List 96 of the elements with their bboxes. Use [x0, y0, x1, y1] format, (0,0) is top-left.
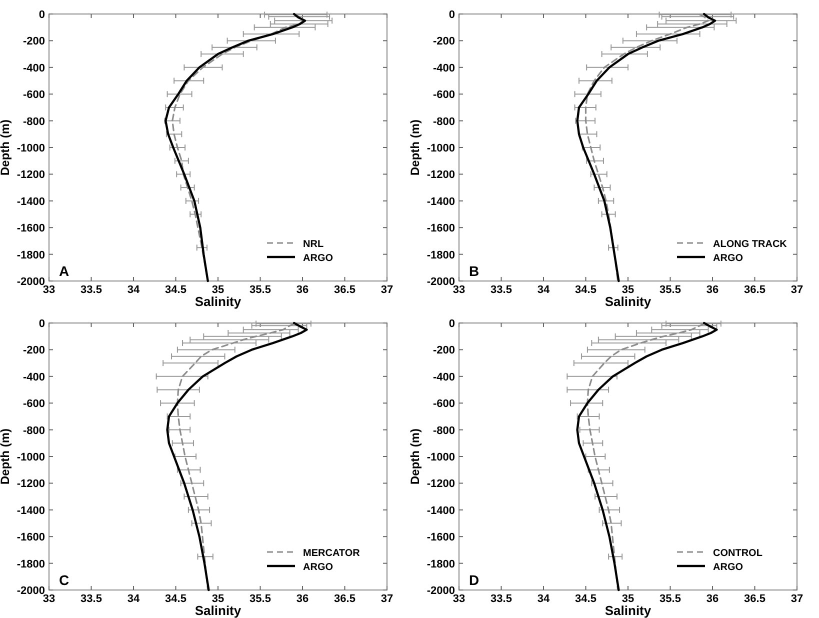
- y-tick-label: -1000: [426, 142, 455, 154]
- y-tick-label: -400: [22, 62, 45, 74]
- y-tick-label: -400: [432, 371, 455, 384]
- x-tick-label: 35.5: [660, 593, 681, 605]
- x-tick-label: 36.5: [744, 593, 766, 605]
- y-tick-label: -200: [432, 36, 455, 48]
- x-tick-label: 35.5: [250, 593, 271, 605]
- y-tick-label: -800: [432, 424, 455, 437]
- x-tick-label: 34: [127, 284, 140, 296]
- x-tick-label: 33.5: [80, 284, 102, 296]
- x-tick-label: 36.5: [334, 593, 356, 605]
- annotation: C: [59, 572, 70, 588]
- legend-label: ALONG TRACK: [713, 239, 788, 250]
- x-tick-label: 35: [212, 284, 224, 296]
- y-tick-label: 0: [448, 9, 455, 21]
- y-tick-label: -400: [22, 371, 45, 384]
- x-tick-label: 34.5: [165, 593, 186, 605]
- x-tick-label: 33.5: [490, 593, 512, 605]
- y-tick-label: 0: [38, 318, 45, 330]
- legend-label: CONTROL: [713, 548, 762, 559]
- annotation: A: [59, 263, 70, 279]
- y-tick-label: -600: [22, 89, 45, 102]
- x-tick-label: 36: [296, 284, 309, 296]
- y-tick-label: -1800: [426, 249, 455, 262]
- y-tick-label: -1400: [426, 504, 455, 517]
- y-tick-label: -1200: [16, 169, 45, 182]
- x-tick-label: 34.5: [575, 593, 596, 605]
- y-tick-label: -1000: [16, 142, 45, 154]
- legend-label: ARGO: [713, 253, 744, 264]
- x-tick-label: 36: [296, 593, 309, 605]
- y-tick-label: -1600: [16, 222, 45, 235]
- y-axis-title: Depth (m): [0, 120, 12, 176]
- y-tick-label: -400: [432, 62, 455, 74]
- x-tick-label: 37: [380, 284, 394, 296]
- y-tick-label: -1600: [426, 532, 455, 544]
- legend-label: NRL: [303, 239, 324, 250]
- y-tick-label: -1400: [16, 196, 45, 208]
- y-tick-label: -800: [432, 116, 455, 128]
- y-axis-title: Depth (m): [408, 120, 422, 176]
- annotation: D: [469, 572, 480, 588]
- x-tick-label: 34.5: [165, 284, 186, 296]
- legend-label: ARGO: [303, 253, 334, 264]
- x-tick-label: 33: [452, 284, 466, 296]
- x-tick-label: 34: [537, 284, 550, 296]
- y-tick-label: -1400: [426, 196, 455, 208]
- x-tick-label: 35.5: [250, 284, 271, 296]
- legend-label: ARGO: [713, 562, 744, 573]
- x-axis-title: Salinity: [604, 603, 652, 618]
- y-tick-label: -600: [432, 398, 455, 410]
- y-tick-label: -1600: [16, 532, 45, 544]
- annotation: B: [469, 263, 480, 279]
- legend-label: ARGO: [303, 562, 334, 573]
- y-tick-label: -600: [432, 89, 455, 102]
- x-tick-label: 36: [706, 284, 719, 296]
- x-tick-label: 36.5: [334, 284, 356, 296]
- y-tick-label: -200: [432, 344, 455, 357]
- y-tick-label: -800: [22, 116, 45, 128]
- y-tick-label: -600: [22, 398, 45, 410]
- y-tick-label: -200: [22, 36, 45, 48]
- x-tick-label: 33.5: [490, 284, 512, 296]
- x-tick-label: 35: [622, 284, 634, 296]
- x-tick-label: 34.5: [575, 284, 596, 296]
- y-tick-label: -1000: [16, 452, 45, 464]
- x-tick-label: 36.5: [744, 284, 766, 296]
- x-tick-label: 35: [212, 593, 224, 605]
- x-tick-label: 37: [790, 284, 804, 296]
- y-axis-title: Depth (m): [408, 428, 422, 484]
- y-tick-label: 0: [448, 318, 455, 330]
- x-tick-label: 33: [452, 593, 466, 605]
- y-tick-label: 0: [38, 9, 45, 21]
- x-tick-label: 35.5: [660, 284, 681, 296]
- y-tick-label: -1600: [426, 222, 455, 235]
- x-tick-label: 36: [706, 593, 719, 605]
- x-tick-label: 34: [127, 593, 140, 605]
- x-tick-label: 37: [790, 593, 804, 605]
- x-axis-title: Salinity: [194, 294, 242, 309]
- x-tick-label: 33: [42, 284, 56, 296]
- y-tick-label: -1200: [426, 478, 455, 490]
- y-tick-label: -200: [22, 344, 45, 357]
- x-tick-label: 34: [537, 593, 550, 605]
- y-tick-label: -1000: [426, 452, 455, 464]
- x-axis-title: Salinity: [194, 603, 242, 618]
- y-tick-label: -800: [22, 424, 45, 437]
- legend-label: MERCATOR: [303, 548, 361, 559]
- y-tick-label: -1200: [16, 478, 45, 490]
- y-tick-label: -1400: [16, 504, 45, 517]
- x-tick-label: 33.5: [80, 593, 102, 605]
- x-tick-label: 33: [42, 593, 56, 605]
- y-tick-label: -1200: [426, 169, 455, 182]
- y-axis-title: Depth (m): [0, 428, 12, 484]
- x-tick-label: 37: [380, 593, 394, 605]
- x-axis-title: Salinity: [604, 294, 652, 309]
- x-tick-label: 35: [622, 593, 634, 605]
- y-tick-label: -1800: [16, 249, 45, 262]
- y-tick-label: -1800: [16, 558, 45, 570]
- y-tick-label: -1800: [426, 558, 455, 570]
